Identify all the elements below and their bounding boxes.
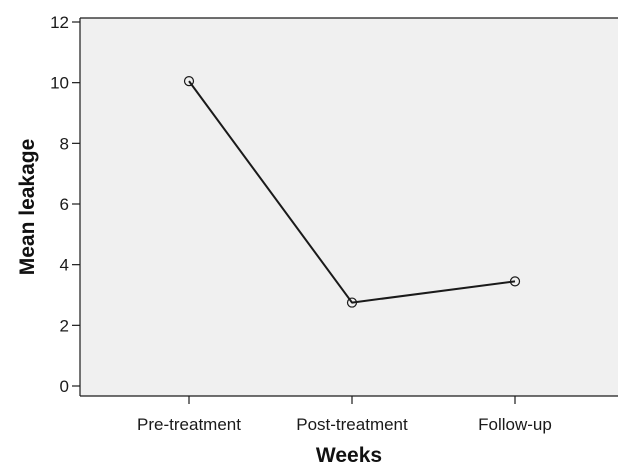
y-tick-label: 6 bbox=[60, 195, 69, 214]
y-tick-label: 8 bbox=[60, 134, 69, 153]
x-tick-label: Post-treatment bbox=[296, 415, 408, 434]
y-tick-label: 10 bbox=[50, 74, 69, 93]
x-axis-ticks: Pre-treatment Post-treatment Follow-up bbox=[137, 396, 552, 434]
y-tick-label: 2 bbox=[60, 316, 69, 335]
x-tick-label: Follow-up bbox=[478, 415, 552, 434]
data-point bbox=[183, 76, 195, 87]
data-point bbox=[346, 297, 358, 308]
y-axis-title: Mean leakage bbox=[16, 139, 39, 276]
y-axis-ticks: 0 2 4 6 8 10 12 bbox=[50, 13, 80, 396]
data-point bbox=[509, 276, 521, 287]
x-axis-title: Weeks bbox=[316, 444, 382, 467]
y-tick-label: 12 bbox=[50, 13, 69, 32]
x-tick-label: Pre-treatment bbox=[137, 415, 241, 434]
y-tick-label: 4 bbox=[60, 256, 69, 275]
series-line bbox=[188, 80, 516, 304]
y-tick-label: 0 bbox=[60, 377, 69, 396]
series-group bbox=[183, 76, 521, 308]
plot-background bbox=[80, 18, 618, 396]
